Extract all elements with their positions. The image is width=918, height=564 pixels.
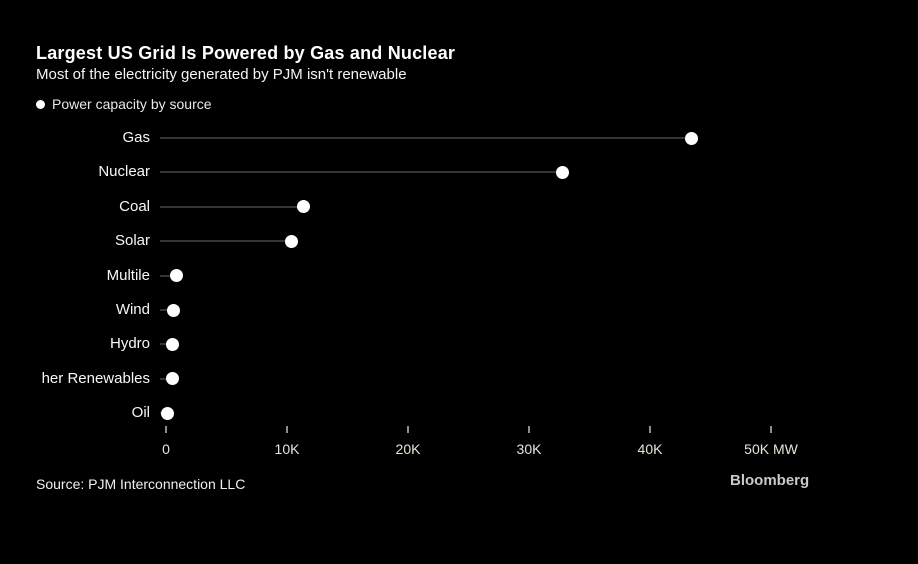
data-point-dot <box>166 337 180 351</box>
legend: Power capacity by source <box>36 96 212 112</box>
category-label: Multile <box>106 266 150 284</box>
source-credit: Source: PJM Interconnection LLC <box>36 476 246 492</box>
data-point-dot <box>297 200 311 214</box>
lollipop-stem <box>160 171 563 174</box>
category-label: Gas <box>122 129 150 146</box>
chart-title: Largest US Grid Is Powered by Gas and Nu… <box>36 43 456 63</box>
chart-subtitle: Most of the electricity generated by PJM… <box>36 66 407 83</box>
lollipop-stem <box>160 274 177 277</box>
bloomberg-logo: Bloomberg <box>730 472 810 489</box>
legend-dot-icon <box>36 99 45 109</box>
data-point-dot <box>285 234 299 248</box>
axis-tick-mark <box>165 426 167 433</box>
axis-tick-label: 50K MW <box>744 441 798 457</box>
category-label: Wind <box>115 301 150 318</box>
category-label: Oil <box>131 404 150 422</box>
axis-tick-mark <box>528 426 530 433</box>
category-label: Coal <box>119 197 150 215</box>
category-label: Solar <box>114 232 150 250</box>
category-label: Hydro <box>109 335 150 353</box>
axis-tick-label: 30K <box>516 441 542 457</box>
data-point-dot <box>160 406 174 420</box>
category-label: her Renewables <box>41 369 150 387</box>
data-point-dot <box>166 372 180 386</box>
axis-tick-label: 40K <box>637 441 663 457</box>
axis-tick-label: 0 <box>162 441 170 457</box>
axis-tick-mark <box>649 426 651 433</box>
data-point-dot <box>167 303 181 317</box>
data-point-dot <box>684 131 698 145</box>
legend-label: Power capacity by source <box>52 96 212 112</box>
data-point-dot <box>169 269 183 283</box>
axis-tick-label: 20K <box>395 441 421 457</box>
data-point-dot <box>556 165 570 179</box>
axis-tick-mark <box>770 426 772 433</box>
lollipop-stem <box>160 137 692 139</box>
axis-tick-label: 10K <box>274 441 300 457</box>
category-label: Nuclear <box>98 163 150 181</box>
axis-tick-mark <box>286 426 288 433</box>
lollipop-stem <box>160 205 304 208</box>
lollipop-stem <box>160 240 292 243</box>
lollipop-stem <box>160 309 174 311</box>
axis-tick-mark <box>407 426 409 433</box>
